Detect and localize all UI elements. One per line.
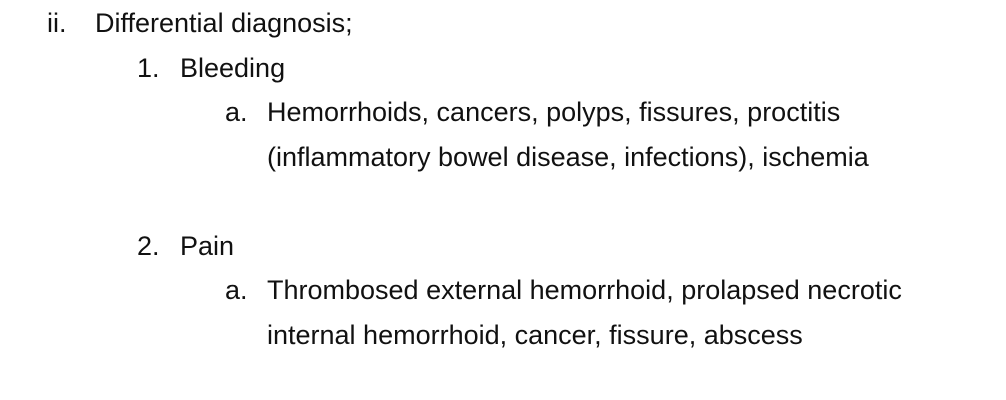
pain-differential-text: Thrombosed external hemorrhoid, prolapse… <box>267 275 902 350</box>
sublist-marker-a: a. <box>225 97 248 127</box>
section-heading: Differential diagnosis; <box>95 8 353 38</box>
list-item-bleeding: Bleeding <box>180 53 286 83</box>
list-item-pain: Pain <box>180 231 235 261</box>
outline-marker-ii: ii. <box>47 8 67 38</box>
list-marker-1: 1. <box>137 53 160 83</box>
sublist-marker-a: a. <box>225 275 248 305</box>
list-marker-2: 2. <box>137 231 160 261</box>
bleeding-differential-text: Hemorrhoids, cancers, polyps, fissures, … <box>267 97 869 172</box>
